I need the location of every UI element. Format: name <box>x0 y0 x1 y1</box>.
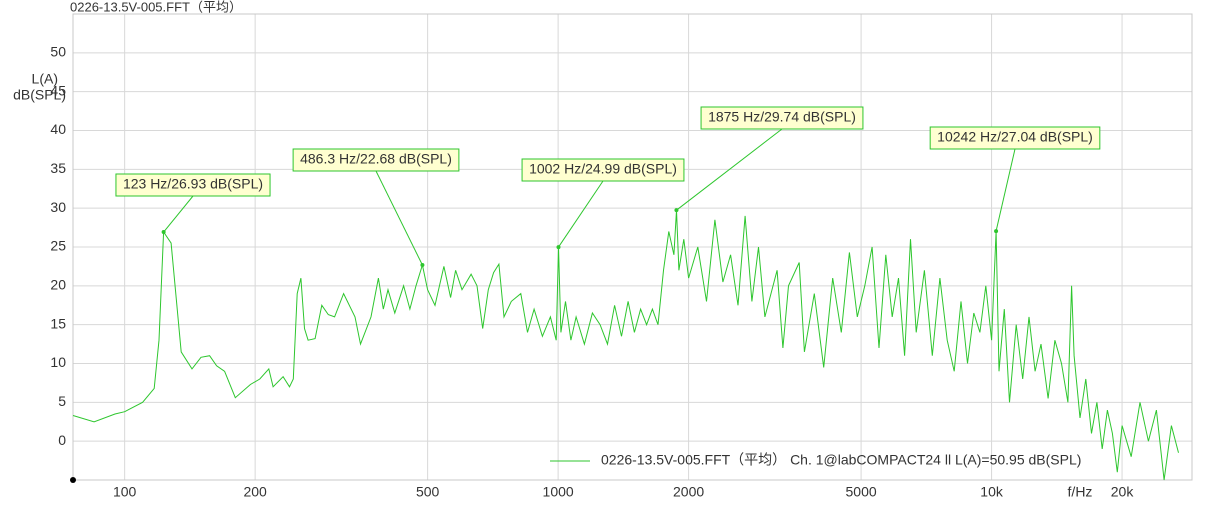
annotation-point <box>161 230 166 235</box>
annotation-label: 1002 Hz/24.99 dB(SPL) <box>529 161 677 177</box>
origin-dot <box>70 477 76 483</box>
annotation-box <box>521 158 685 182</box>
annotation-point <box>420 263 425 268</box>
annotation-leader <box>163 195 194 233</box>
y-tick-label: 0 <box>58 432 66 448</box>
annotation-leader <box>558 180 604 248</box>
y-tick-label: 10 <box>50 354 66 370</box>
y-tick-label: 35 <box>50 160 66 176</box>
annotation-label: 486.3 Hz/22.68 dB(SPL) <box>300 151 452 167</box>
legend-label: 0226-13.5V-005.FFT（平均） Ch. 1@labCOMPACT2… <box>601 452 1081 468</box>
y-tick-label: 20 <box>50 277 66 293</box>
annotation: 10242 Hz/27.04 dB(SPL) <box>929 126 1101 150</box>
x-tick-label: 200 <box>243 484 267 500</box>
annotation: 486.3 Hz/22.68 dB(SPL) <box>292 148 460 172</box>
y-tick-label: 25 <box>50 238 66 254</box>
annotation-leader <box>995 148 1016 232</box>
annotation-box <box>700 106 864 130</box>
annotation-box <box>929 126 1101 150</box>
annotation: 1002 Hz/24.99 dB(SPL) <box>521 158 685 182</box>
x-tick-label: 1000 <box>543 484 574 500</box>
annotation-label: 123 Hz/26.93 dB(SPL) <box>123 176 263 192</box>
annotation-point <box>994 229 999 234</box>
plot-frame <box>72 13 1193 481</box>
x-tick-label: 10k <box>980 484 1004 500</box>
chart-title: 0226-13.5V-005.FFT（平均） <box>70 0 242 14</box>
y-tick-label: 15 <box>50 315 66 331</box>
annotation-box <box>292 148 460 172</box>
annotation: 123 Hz/26.93 dB(SPL) <box>115 173 271 197</box>
x-tick-label: 5000 <box>846 484 877 500</box>
annotation-leader <box>676 128 783 211</box>
x-tick-label: 100 <box>113 484 137 500</box>
series-line <box>72 210 1179 481</box>
y-label: dB(SPL) <box>13 87 66 103</box>
x-tick-label: 2000 <box>673 484 704 500</box>
y-tick-label: 50 <box>50 44 66 60</box>
x-tick-label: 500 <box>416 484 440 500</box>
y-tick-label: 45 <box>50 82 66 98</box>
x-tick-label: 20k <box>1111 484 1135 500</box>
annotation-leader <box>375 170 423 266</box>
y-label-unit: L(A) <box>32 71 58 87</box>
y-tick-label: 30 <box>50 199 66 215</box>
annotation-point <box>556 245 561 250</box>
annotation-label: 1875 Hz/29.74 dB(SPL) <box>708 109 856 125</box>
annotation: 1875 Hz/29.74 dB(SPL) <box>700 106 864 130</box>
annotation-point <box>674 208 679 213</box>
annotation-label: 10242 Hz/27.04 dB(SPL) <box>937 129 1093 145</box>
y-tick-label: 5 <box>58 393 66 409</box>
x-label: f/Hz <box>1068 484 1093 500</box>
annotation-box <box>115 173 271 197</box>
y-tick-label: 40 <box>50 121 66 137</box>
